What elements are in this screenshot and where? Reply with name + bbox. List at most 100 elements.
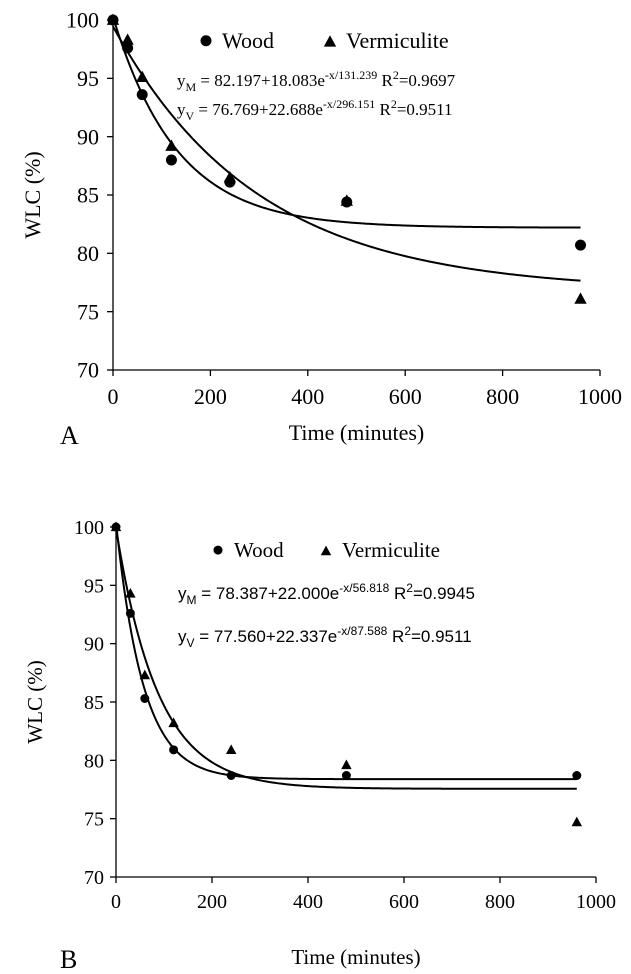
data-point-wood <box>226 771 236 780</box>
data-point-vermiculite <box>225 744 237 754</box>
data-point-wood <box>341 771 351 780</box>
y-tick-label: 100 <box>74 517 104 539</box>
data-point-wood <box>575 239 587 251</box>
data-point-vermiculite <box>223 171 237 183</box>
equation-mid: = 78.387+22.000e <box>197 584 340 603</box>
data-point-vermiculite <box>165 139 178 151</box>
x-tick-label: 400 <box>293 891 323 913</box>
legend-marker-vermiculite <box>320 545 332 556</box>
data-point-wood <box>169 745 179 755</box>
fit-curve-vermiculite <box>115 528 577 790</box>
data-point-vermiculite <box>139 669 151 680</box>
y-tick-label: 95 <box>77 66 99 91</box>
equation-r-pre: R <box>387 627 404 646</box>
data-point-vermiculite <box>106 13 120 25</box>
equation-r-post: =0.9697 <box>399 71 456 90</box>
y-tick-label: 100 <box>66 8 99 33</box>
y-tick-label: 70 <box>84 867 104 889</box>
legend-marker-vermiculite <box>323 35 337 47</box>
data-point-vermiculite <box>340 194 353 206</box>
equation-r-sup: 2 <box>404 624 411 638</box>
fit-equation-wood: yM = 82.197+18.083e-x/131.239 R2=0.9697 <box>177 68 456 94</box>
data-point-vermiculite <box>341 759 352 770</box>
x-tick-label: 0 <box>111 891 121 913</box>
x-tick-label: 1000 <box>578 384 622 409</box>
y-tick-label: 75 <box>77 299 99 324</box>
data-point-wood <box>136 89 148 101</box>
data-point-vermiculite <box>571 816 583 827</box>
x-axis-label: Time (minutes) <box>291 945 420 969</box>
fit-curve-wood <box>112 16 581 229</box>
data-point-vermiculite <box>168 717 179 728</box>
legend-label-wood: Wood <box>234 538 284 562</box>
legend-label-vermiculite: Vermiculite <box>342 538 440 562</box>
legend: Wood Vermiculite <box>200 28 449 53</box>
legend-marker-wood <box>213 545 223 555</box>
x-tick-label: 200 <box>194 384 227 409</box>
y-tick-label: 85 <box>77 183 99 208</box>
legend: Wood Vermiculite <box>213 538 440 562</box>
data-point-wood <box>122 42 134 54</box>
panel-label: B <box>60 945 77 974</box>
legend-marker-wood <box>200 35 212 47</box>
y-tick-label: 80 <box>84 750 104 772</box>
equation-r-pre: R <box>389 584 406 603</box>
equation-sup: -x/131.239 <box>325 68 377 82</box>
equation-r-post: =0.9945 <box>413 584 475 603</box>
equation-mid: = 77.560+22.337e <box>195 627 338 646</box>
equation-sup: -x/296.151 <box>323 97 375 111</box>
data-point-vermiculite <box>574 292 587 304</box>
x-tick-label: 800 <box>485 891 515 913</box>
x-axis-label: Time (minutes) <box>289 420 424 445</box>
equation-pre: y <box>177 71 186 90</box>
equation-r-sup: 2 <box>391 97 397 111</box>
legend-label-vermiculite: Vermiculite <box>346 28 449 53</box>
legend-label-wood: Wood <box>222 28 274 53</box>
data-point-vermiculite <box>110 521 122 532</box>
equation-pre: y <box>177 100 186 119</box>
equation-r-sup: 2 <box>393 68 399 82</box>
equation-r-pre: R <box>375 100 391 119</box>
data-point-wood <box>165 154 177 166</box>
fit-curve-vermiculite <box>112 25 581 282</box>
series-vermiculite <box>110 521 583 827</box>
equation-sup: -x/87.588 <box>337 624 387 638</box>
y-tick-label: 90 <box>84 634 104 656</box>
fit-equation-vermiculite: yV = 77.560+22.337e-x/87.588 R2=0.9511 <box>178 624 472 650</box>
equation-sub: V <box>186 109 195 123</box>
y-tick-label: 85 <box>84 692 104 714</box>
equation-sub: M <box>187 593 197 607</box>
data-point-vermiculite <box>136 70 149 83</box>
x-tick-label: 600 <box>389 891 419 913</box>
x-tick-label: 200 <box>197 891 227 913</box>
data-point-wood <box>125 608 135 618</box>
y-axis-label: WLC (%) <box>20 151 45 238</box>
x-tick-label: 0 <box>108 384 119 409</box>
data-point-wood <box>140 694 150 703</box>
series-vermiculite <box>106 13 587 304</box>
y-tick-label: 95 <box>84 575 104 597</box>
data-point-wood <box>572 771 582 780</box>
equation-mid: = 76.769+22.688e <box>194 100 323 119</box>
y-axis-label: WLC (%) <box>23 660 47 743</box>
equation-sub: M <box>186 80 197 94</box>
y-tick-label: 90 <box>77 124 99 149</box>
x-tick-label: 1000 <box>576 891 616 913</box>
equation-r-pre: R <box>377 71 393 90</box>
data-point-vermiculite <box>125 588 136 598</box>
equation-sub: V <box>187 636 195 650</box>
equation-mid: = 82.197+18.083e <box>196 71 325 90</box>
equation-sup: -x/56.818 <box>339 581 389 595</box>
fit-equation-vermiculite: yV = 76.769+22.688e-x/296.151 R2=0.9511 <box>177 97 453 123</box>
fit-equation-wood: yM = 78.387+22.000e-x/56.818 R2=0.9945 <box>178 581 475 607</box>
equation-r-sup: 2 <box>406 581 413 595</box>
y-tick-label: 80 <box>77 241 99 266</box>
equation-r-post: =0.9511 <box>397 100 453 119</box>
x-tick-label: 600 <box>389 384 422 409</box>
x-tick-label: 800 <box>486 384 519 409</box>
equation-pre: y <box>178 627 187 646</box>
y-tick-label: 75 <box>84 809 104 831</box>
